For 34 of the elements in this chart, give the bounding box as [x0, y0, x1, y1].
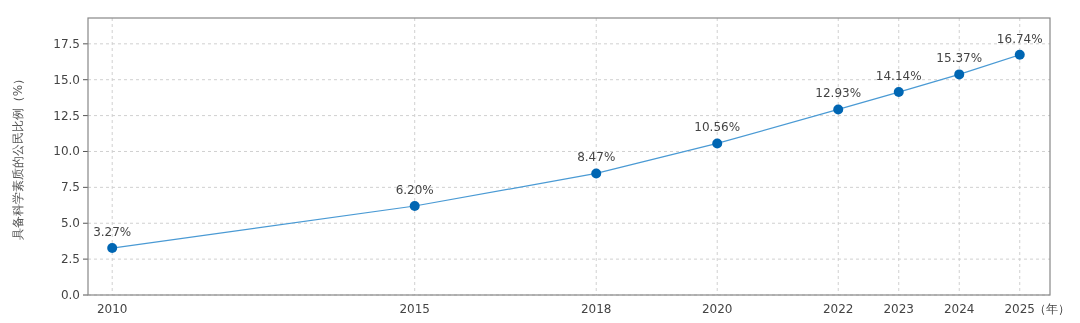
y-tick-label: 5.0: [60, 216, 80, 231]
point: [591, 168, 602, 179]
point: [409, 201, 420, 212]
y-tick-label: 7.5: [60, 180, 80, 195]
point: [107, 243, 118, 254]
point: [954, 69, 965, 80]
x-axis-title: （年）: [1034, 302, 1070, 316]
x-tick-label: 2018: [580, 302, 612, 316]
y-tick-label: 17.5: [53, 36, 80, 51]
data-label: 6.20%: [395, 183, 434, 198]
point: [712, 138, 723, 149]
point: [893, 87, 904, 98]
x-tick-label: 2010: [96, 302, 128, 316]
y-tick-label: 2.5: [60, 252, 80, 267]
data-label: 14.14%: [875, 69, 922, 84]
y-axis-title: 具备科学素质的公民比例（%）: [11, 72, 25, 241]
x-tick-label: 2023: [883, 302, 915, 316]
point: [833, 104, 844, 115]
y-tick-label: 0.0: [60, 288, 80, 302]
data-label: 12.93%: [815, 86, 862, 101]
y-tick-label: 12.5: [53, 108, 80, 123]
x-tick-label: 2025: [1004, 302, 1036, 316]
y-tick-label: 15.0: [53, 72, 80, 87]
y-tick-label: 10.0: [53, 144, 80, 159]
data-label: 15.37%: [936, 51, 983, 66]
data-label: 8.47%: [577, 150, 616, 165]
data-label: 3.27%: [93, 225, 132, 240]
x-tick-label: 2015: [399, 302, 430, 316]
data-label: 16.74%: [996, 31, 1043, 46]
point: [1014, 49, 1025, 60]
x-tick-label: 2022: [822, 302, 854, 316]
data-label: 10.56%: [694, 120, 741, 135]
x-tick-label: 2020: [701, 302, 733, 316]
x-tick-label: 2024: [943, 302, 975, 316]
